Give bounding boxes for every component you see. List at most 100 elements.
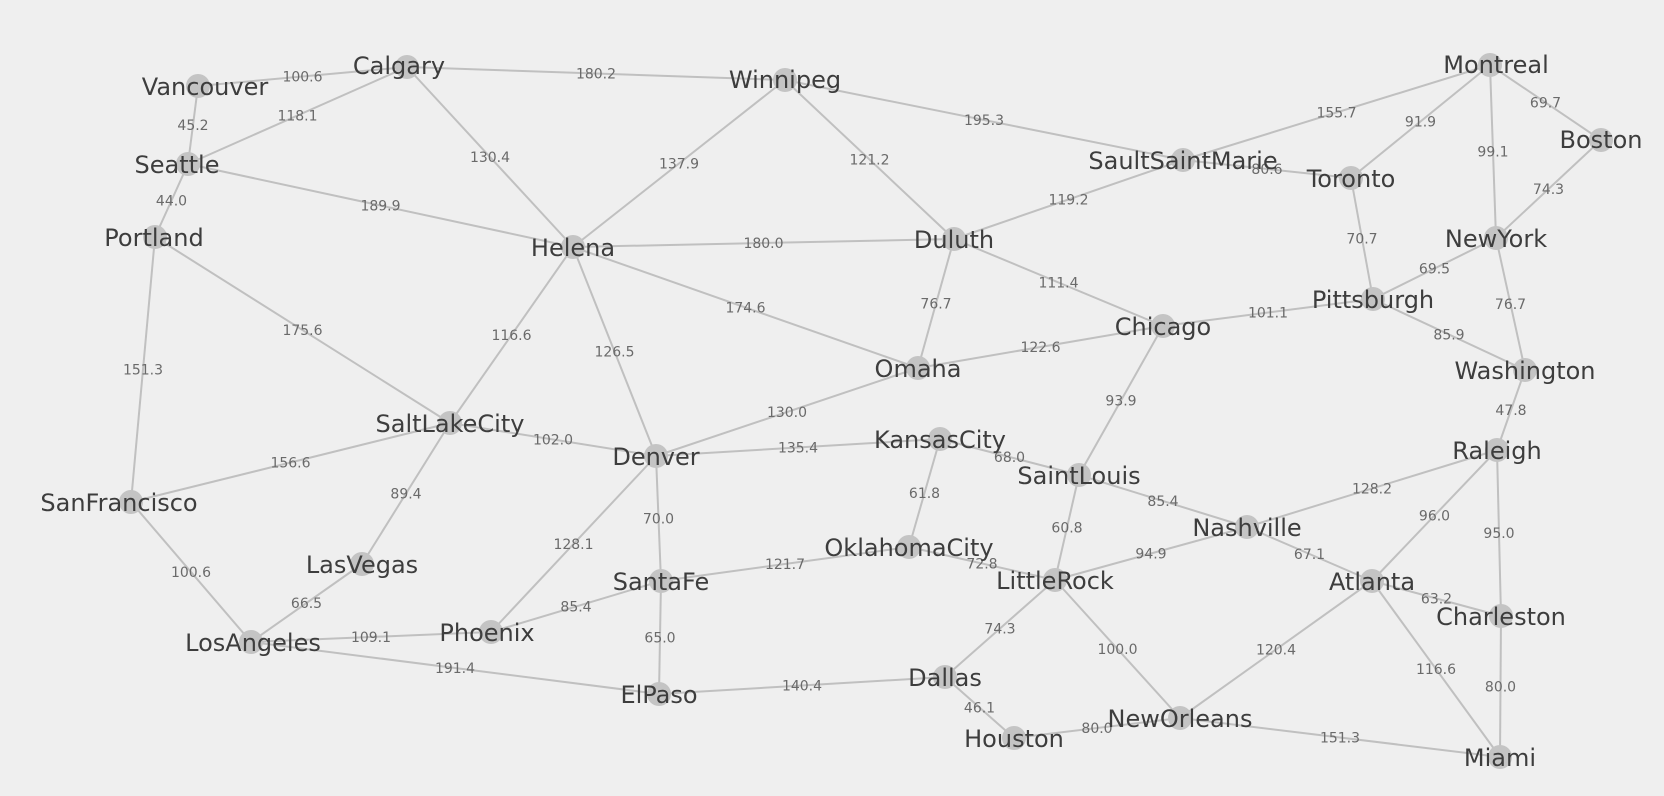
- node-pittsburgh: [1361, 287, 1385, 311]
- edge-label-charleston-miami: 80.0: [1485, 680, 1516, 696]
- edge-little-rock-new-orleans: [1054, 579, 1181, 719]
- node-charleston: [1489, 604, 1513, 628]
- edge-toronto-pittsburgh: [1350, 177, 1374, 300]
- edge-calgary-seattle: [187, 66, 408, 165]
- node-label-denver: Denver: [612, 443, 699, 471]
- node-los-angeles: [239, 630, 263, 654]
- node-omaha: [906, 356, 930, 380]
- node-label-sault-saint-marie: SaultSaintMarie: [1088, 147, 1277, 175]
- node-saint-louis: [1067, 463, 1091, 487]
- edge-new-york-pittsburgh: [1372, 237, 1497, 300]
- node-nashville: [1235, 515, 1259, 539]
- node-helena: [561, 235, 585, 259]
- edge-label-las-vegas-los-angeles: 66.5: [291, 596, 322, 612]
- edge-kansas-city-oklahoma-city: [908, 438, 941, 548]
- edge-kansas-city-saint-louis: [939, 438, 1080, 476]
- node-label-oklahoma-city: OklahomaCity: [824, 534, 993, 562]
- node-chicago: [1151, 314, 1175, 338]
- edge-seattle-portland: [154, 163, 189, 238]
- edge-label-calgary-seattle: 118.1: [277, 109, 317, 125]
- edge-el-paso-dallas: [658, 676, 946, 695]
- edge-houston-new-orleans: [1013, 717, 1181, 739]
- node-las-vegas: [350, 552, 374, 576]
- edge-label-los-angeles-phoenix: 109.1: [351, 630, 391, 646]
- edge-label-atlanta-charleston: 63.2: [1421, 592, 1452, 608]
- edge-label-helena-denver: 126.5: [594, 345, 634, 361]
- edge-duluth-omaha: [917, 238, 955, 369]
- edge-denver-phoenix: [490, 455, 657, 633]
- node-labels-layer: Vancouver Calgary Winnipeg Montreal Boston Se…: [40, 51, 1642, 772]
- node-label-washington: Washington: [1454, 357, 1595, 385]
- node-houston: [1002, 726, 1026, 750]
- edge-helena-denver: [572, 246, 657, 457]
- edge-new-york-washington: [1495, 237, 1526, 371]
- edge-label-kansas-city-saint-louis: 68.0: [994, 450, 1025, 466]
- node-el-paso: [647, 682, 671, 706]
- edge-label-salt-lake-city-las-vegas: 89.4: [390, 487, 421, 503]
- node-winnipeg: [773, 68, 797, 92]
- node-atlanta: [1360, 569, 1384, 593]
- node-label-helena: Helena: [531, 234, 615, 262]
- edge-label-saint-louis-little-rock: 60.8: [1051, 521, 1082, 537]
- edge-label-atlanta-miami: 116.6: [1416, 662, 1456, 678]
- node-label-dallas: Dallas: [908, 664, 982, 692]
- node-kansas-city: [928, 427, 952, 451]
- node-label-calgary: Calgary: [353, 52, 445, 80]
- edge-label-seattle-helena: 189.9: [360, 199, 400, 215]
- edge-label-helena-omaha: 174.6: [725, 301, 765, 317]
- edge-chicago-saint-louis: [1078, 325, 1164, 476]
- node-little-rock: [1043, 568, 1067, 592]
- edge-label-nashville-little-rock: 94.9: [1135, 547, 1166, 563]
- node-label-santa-fe: SantaFe: [613, 568, 710, 596]
- edge-sault-saint-marie-duluth: [953, 159, 1184, 240]
- edge-label-portland-san-francisco: 151.3: [123, 363, 163, 379]
- edge-label-omaha-denver: 130.0: [767, 405, 807, 421]
- edge-seattle-helena: [187, 163, 574, 248]
- edge-label-raleigh-atlanta: 96.0: [1419, 509, 1450, 525]
- edge-label-chicago-saint-louis: 93.9: [1105, 394, 1136, 410]
- edges-layer: [130, 64, 1602, 758]
- node-label-portland: Portland: [104, 224, 203, 252]
- node-portland: [143, 225, 167, 249]
- edge-winnipeg-helena: [572, 79, 786, 248]
- node-santa-fe: [649, 569, 673, 593]
- edge-label-new-orleans-miami: 151.3: [1320, 731, 1360, 747]
- node-san-francisco: [119, 490, 143, 514]
- edge-dallas-houston: [944, 676, 1015, 739]
- edge-label-calgary-helena: 130.4: [470, 150, 510, 166]
- edge-label-atlanta-new-orleans: 120.4: [1256, 643, 1296, 659]
- edge-little-rock-dallas: [944, 579, 1056, 678]
- edge-vancouver-seattle: [187, 85, 199, 165]
- node-label-toronto: Toronto: [1306, 165, 1396, 193]
- node-toronto: [1339, 166, 1363, 190]
- edge-label-montreal-boston: 69.7: [1530, 96, 1561, 112]
- node-label-montreal: Montreal: [1443, 51, 1549, 79]
- edge-pittsburgh-washington: [1372, 298, 1526, 371]
- edge-label-los-angeles-el-paso: 191.4: [435, 661, 475, 677]
- node-miami: [1488, 745, 1512, 769]
- edge-boston-new-york: [1495, 139, 1602, 239]
- edge-label-el-paso-dallas: 140.4: [782, 679, 822, 695]
- node-label-nashville: Nashville: [1192, 514, 1301, 542]
- node-label-seattle: Seattle: [135, 151, 220, 179]
- node-label-salt-lake-city: SaltLakeCity: [376, 410, 525, 438]
- edge-portland-san-francisco: [130, 236, 156, 503]
- edge-vancouver-calgary: [197, 66, 408, 87]
- edge-saint-louis-little-rock: [1054, 474, 1080, 581]
- edge-label-kansas-city-oklahoma-city: 61.8: [909, 486, 940, 502]
- edge-label-oklahoma-city-santa-fe: 121.7: [765, 557, 805, 573]
- edge-label-salt-lake-city-denver: 102.0: [533, 433, 573, 449]
- edge-label-montreal-toronto: 91.9: [1405, 115, 1436, 131]
- edge-label-new-york-pittsburgh: 69.5: [1419, 262, 1450, 278]
- edge-montreal-sault-saint-marie: [1182, 64, 1491, 161]
- edge-label-salt-lake-city-san-francisco: 156.6: [270, 456, 310, 472]
- edge-helena-omaha: [572, 246, 919, 369]
- edge-label-duluth-chicago: 111.4: [1038, 276, 1078, 292]
- edge-label-montreal-sault-saint-marie: 155.7: [1316, 106, 1356, 122]
- edge-winnipeg-sault-saint-marie: [784, 79, 1184, 161]
- edge-label-sault-saint-marie-toronto: 80.6: [1251, 162, 1282, 178]
- edge-label-nashville-atlanta: 67.1: [1294, 547, 1325, 563]
- edge-label-vancouver-calgary: 100.6: [282, 70, 322, 86]
- edge-raleigh-atlanta: [1371, 449, 1498, 582]
- edge-new-orleans-miami: [1179, 717, 1501, 758]
